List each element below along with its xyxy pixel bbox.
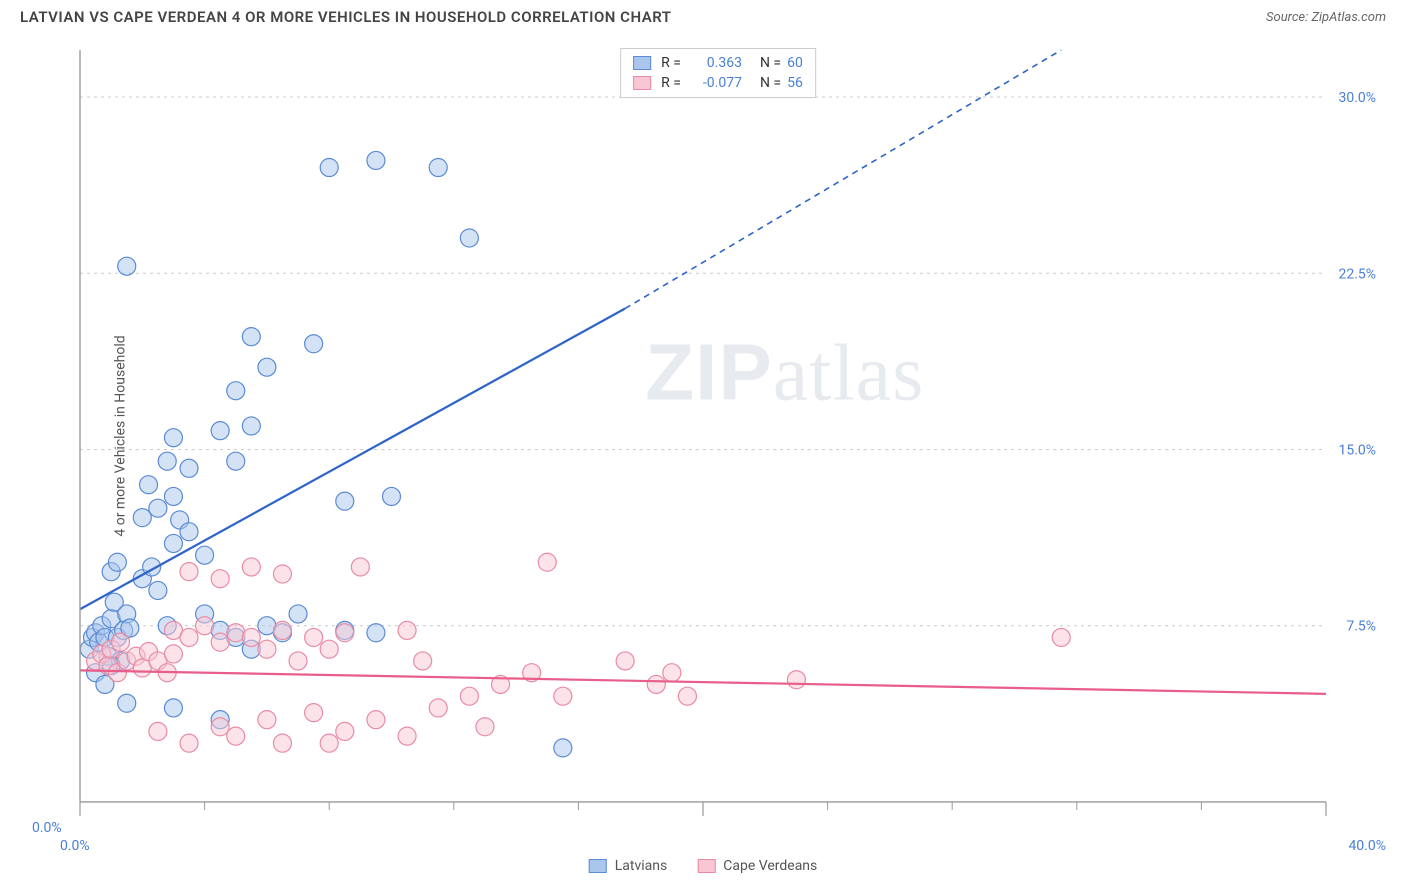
x-end-label: 40.0% — [1348, 838, 1386, 854]
legend-swatch-capeverdeans — [633, 76, 651, 90]
x-origin-label: 0.0% — [60, 838, 90, 854]
legend-swatch-latvians — [633, 56, 651, 70]
chart-area: 4 or more Vehicles in Household ZIPatlas… — [50, 40, 1386, 832]
y-origin-label: 0.0% — [32, 820, 62, 836]
chart-title: LATVIAN VS CAPE VERDEAN 4 OR MORE VEHICL… — [20, 8, 672, 26]
legend-swatch-capeverdeans — [697, 859, 715, 873]
r-label: R = — [661, 75, 681, 91]
n-label: N = — [760, 75, 781, 91]
legend-item-capeverdeans: Cape Verdeans — [697, 858, 817, 874]
legend-label-latvians: Latvians — [615, 858, 668, 874]
source-name: ZipAtlas.com — [1311, 10, 1386, 25]
legend-row-capeverdeans: R = -0.077 N = 56 — [633, 73, 803, 93]
n-value-latvians: 60 — [787, 55, 803, 71]
scatter-plot: 7.5% 15.0% 22.5% 30.0% — [70, 40, 1386, 832]
r-label: R = — [661, 55, 681, 71]
svg-text:30.0%: 30.0% — [1338, 90, 1376, 106]
legend-item-latvians: Latvians — [589, 858, 668, 874]
n-label: N = — [760, 55, 781, 71]
n-value-capeverdeans: 56 — [787, 75, 803, 91]
r-value-capeverdeans: -0.077 — [687, 75, 742, 91]
source-prefix: Source: — [1266, 10, 1311, 25]
legend-row-latvians: R = 0.363 N = 60 — [633, 53, 803, 73]
svg-text:22.5%: 22.5% — [1338, 266, 1376, 282]
svg-text:7.5%: 7.5% — [1346, 619, 1376, 635]
series-legend: Latvians Cape Verdeans — [589, 858, 818, 874]
correlation-legend: R = 0.363 N = 60 R = -0.077 N = 56 — [620, 48, 816, 98]
legend-swatch-latvians — [589, 859, 607, 873]
r-value-latvians: 0.363 — [687, 55, 742, 71]
svg-text:15.0%: 15.0% — [1338, 442, 1376, 458]
source-attribution: Source: ZipAtlas.com — [1266, 10, 1386, 25]
legend-label-capeverdeans: Cape Verdeans — [723, 858, 817, 874]
